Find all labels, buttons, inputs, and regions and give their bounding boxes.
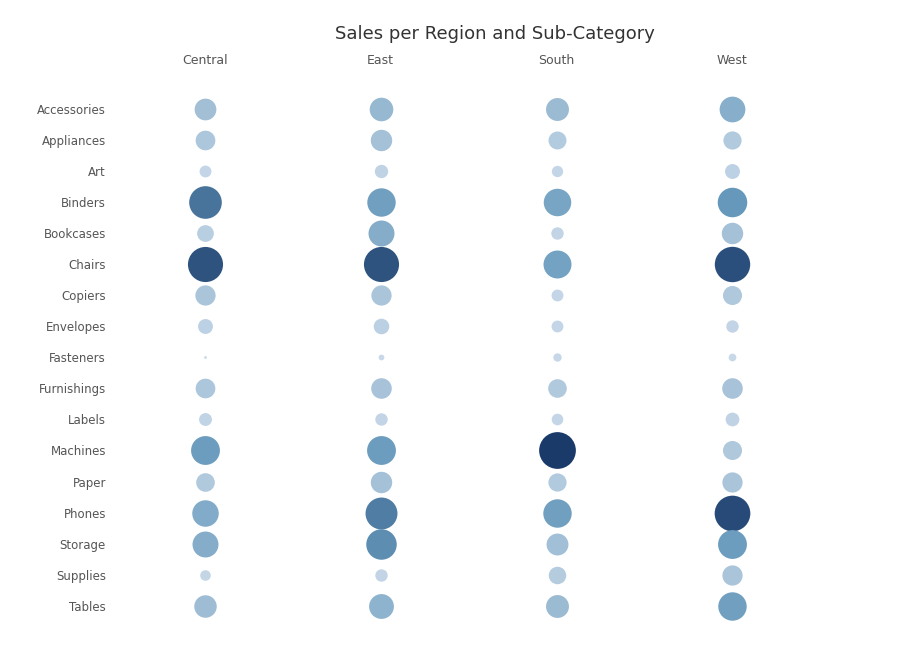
Point	[198, 135, 212, 146]
Point	[725, 601, 740, 611]
Point	[549, 321, 563, 332]
Point	[198, 197, 212, 207]
Point	[198, 445, 212, 456]
Point	[198, 538, 212, 549]
Point	[549, 476, 563, 487]
Point	[374, 321, 388, 332]
Point	[549, 601, 563, 611]
Point	[549, 197, 563, 207]
Point	[549, 352, 563, 363]
Point	[374, 476, 388, 487]
Point	[549, 228, 563, 239]
Point	[549, 166, 563, 176]
Point	[198, 384, 212, 394]
Point	[374, 414, 388, 424]
Point	[549, 384, 563, 394]
Point	[549, 259, 563, 270]
Point	[374, 290, 388, 300]
Point	[198, 259, 212, 270]
Point	[725, 259, 740, 270]
Point	[374, 135, 388, 146]
Point	[549, 538, 563, 549]
Point	[374, 104, 388, 114]
Title: Sales per Region and Sub-Category: Sales per Region and Sub-Category	[335, 25, 655, 43]
Point	[198, 166, 212, 176]
Point	[725, 414, 740, 424]
Point	[549, 290, 563, 300]
Point	[374, 601, 388, 611]
Point	[549, 508, 563, 518]
Point	[549, 569, 563, 580]
Point	[198, 601, 212, 611]
Point	[725, 352, 740, 363]
Point	[374, 445, 388, 456]
Point	[725, 197, 740, 207]
Point	[549, 104, 563, 114]
Point	[725, 476, 740, 487]
Point	[374, 384, 388, 394]
Point	[374, 352, 388, 363]
Point	[725, 538, 740, 549]
Point	[725, 228, 740, 239]
Point	[549, 135, 563, 146]
Point	[374, 259, 388, 270]
Point	[725, 166, 740, 176]
Point	[198, 321, 212, 332]
Point	[725, 569, 740, 580]
Point	[549, 445, 563, 456]
Point	[374, 228, 388, 239]
Point	[198, 290, 212, 300]
Point	[549, 414, 563, 424]
Point	[725, 508, 740, 518]
Point	[725, 104, 740, 114]
Point	[374, 197, 388, 207]
Point	[198, 352, 212, 363]
Point	[725, 445, 740, 456]
Point	[725, 384, 740, 394]
Point	[374, 538, 388, 549]
Point	[725, 135, 740, 146]
Point	[374, 569, 388, 580]
Point	[198, 414, 212, 424]
Point	[198, 569, 212, 580]
Point	[374, 166, 388, 176]
Point	[198, 508, 212, 518]
Point	[198, 228, 212, 239]
Point	[198, 476, 212, 487]
Point	[725, 321, 740, 332]
Point	[374, 508, 388, 518]
Point	[198, 104, 212, 114]
Point	[725, 290, 740, 300]
